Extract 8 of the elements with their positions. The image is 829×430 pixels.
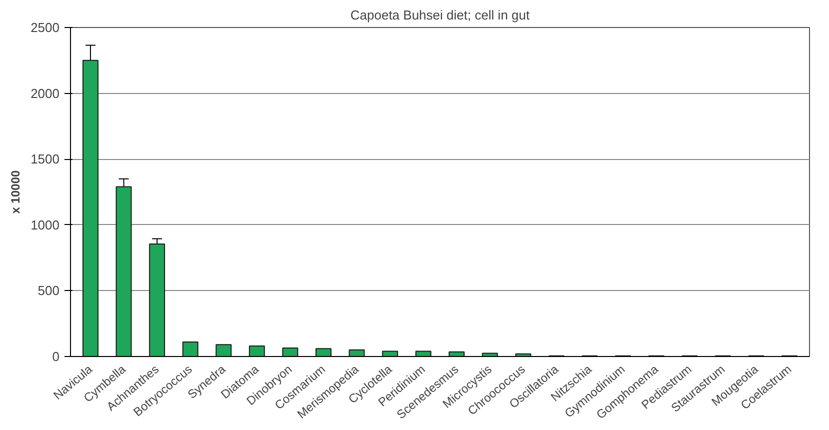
y-tick-label: 1500: [30, 152, 60, 167]
y-tick-label: 2500: [30, 20, 60, 35]
y-tick-label: 500: [38, 283, 60, 298]
y-axis-title: x 10000: [8, 170, 23, 214]
y-tick-label: 2000: [30, 86, 60, 101]
y-tick-label: 1000: [30, 217, 60, 232]
y-tick-label: 0: [52, 349, 60, 364]
chart-title: Capoeta Buhsei diet; cell in gut: [350, 8, 530, 22]
